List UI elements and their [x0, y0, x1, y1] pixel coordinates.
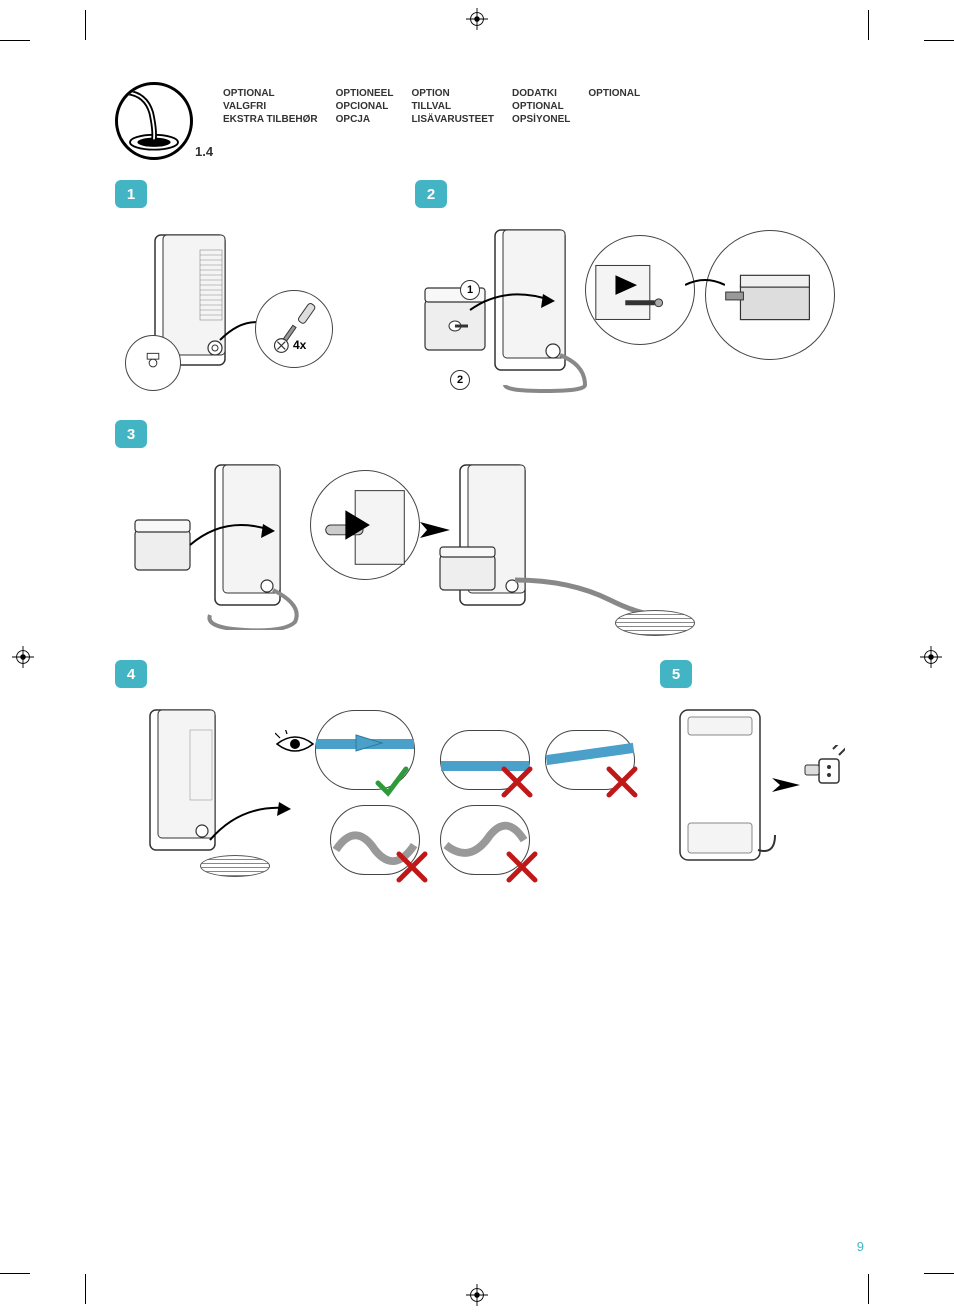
detail-circle — [705, 230, 835, 360]
step-label: 4 — [127, 666, 135, 683]
cross-icon — [605, 765, 639, 799]
callout-2: 2 — [450, 370, 470, 390]
arrow-icon — [205, 800, 295, 850]
lang-label: OPTIONAL — [223, 88, 318, 99]
registration-mark-icon — [466, 1284, 488, 1306]
registration-mark-icon — [12, 646, 34, 668]
lang-label: OPTIONAL — [588, 88, 640, 99]
screwdriver-icon — [255, 290, 333, 368]
screw-count-label: 4x — [293, 338, 306, 352]
step-label: 3 — [127, 426, 135, 443]
section-number: 1.4 — [195, 144, 213, 159]
lang-label: OPCJA — [336, 114, 394, 125]
header-row: 1.4 OPTIONAL VALGFRI EKSTRA TILBEHØR OPT… — [115, 82, 839, 162]
arrow-icon — [465, 290, 555, 330]
page-number: 9 — [857, 1239, 864, 1254]
detail-circle — [585, 235, 695, 345]
lang-label: LISÄVARUSTEET — [411, 114, 494, 125]
registration-mark-icon — [466, 8, 488, 30]
callout-label: 2 — [457, 374, 463, 386]
connector-line — [685, 275, 725, 295]
lang-label: OPTION — [411, 88, 494, 99]
cross-icon — [505, 850, 539, 884]
registration-mark-icon — [920, 646, 942, 668]
floor-drain-icon — [615, 610, 695, 636]
step-badge-2: 2 — [415, 180, 447, 208]
lang-label: OPSİYONEL — [512, 114, 570, 125]
cross-icon — [395, 850, 429, 884]
lang-label: OPCIONAL — [336, 101, 394, 112]
detail-circle — [125, 335, 181, 391]
step-label: 5 — [672, 666, 680, 683]
lang-label: VALGFRI — [223, 101, 318, 112]
step-label: 1 — [127, 186, 135, 203]
step-label: 2 — [427, 186, 435, 203]
arrow-icon — [185, 520, 275, 560]
eye-icon — [275, 730, 315, 758]
checkmark-icon — [375, 765, 409, 799]
step-badge-4: 4 — [115, 660, 147, 688]
lang-label: OPTIONEEL — [336, 88, 394, 99]
arrow-icon — [770, 770, 810, 800]
lang-label: OPTIONAL — [512, 101, 570, 112]
lang-label: TILLVAL — [411, 101, 494, 112]
detail-circle — [310, 470, 420, 580]
lang-label: EKSTRA TILBEHØR — [223, 114, 318, 125]
language-labels: OPTIONAL VALGFRI EKSTRA TILBEHØR OPTIONE… — [223, 88, 640, 125]
drain-hose-icon — [115, 82, 193, 160]
step-badge-1: 1 — [115, 180, 147, 208]
dehumidifier-front-icon — [670, 705, 780, 880]
step-badge-3: 3 — [115, 420, 147, 448]
arrow-icon — [415, 510, 465, 550]
floor-drain-icon — [200, 855, 270, 877]
step-badge-5: 5 — [660, 660, 692, 688]
cross-icon — [500, 765, 534, 799]
lang-label: DODATKI — [512, 88, 570, 99]
